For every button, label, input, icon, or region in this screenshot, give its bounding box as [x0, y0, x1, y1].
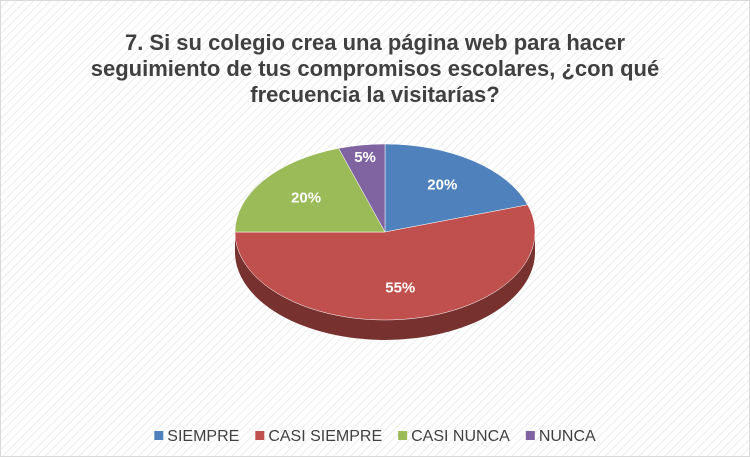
- slice: [338, 143, 386, 233]
- slice: [234, 148, 386, 233]
- slice: [234, 204, 536, 321]
- legend-label: SIEMPRE: [167, 428, 239, 445]
- legend-label: CASI SIEMPRE: [268, 428, 382, 445]
- data-label: 55%: [385, 279, 415, 296]
- legend-swatch: [154, 431, 164, 440]
- chart-title: 7. Si su colegio crea una página web par…: [90, 30, 660, 107]
- data-label: 20%: [427, 177, 457, 194]
- data-label: 20%: [291, 189, 321, 206]
- legend-swatch: [525, 431, 535, 440]
- legend-label: CASI NUNCA: [411, 428, 510, 445]
- data-label: 5%: [354, 149, 376, 166]
- slice: [384, 143, 529, 233]
- slice-side: [235, 232, 535, 340]
- legend-label: NUNCA: [539, 428, 596, 445]
- legend-swatch: [398, 431, 408, 440]
- legend-swatch: [255, 431, 265, 440]
